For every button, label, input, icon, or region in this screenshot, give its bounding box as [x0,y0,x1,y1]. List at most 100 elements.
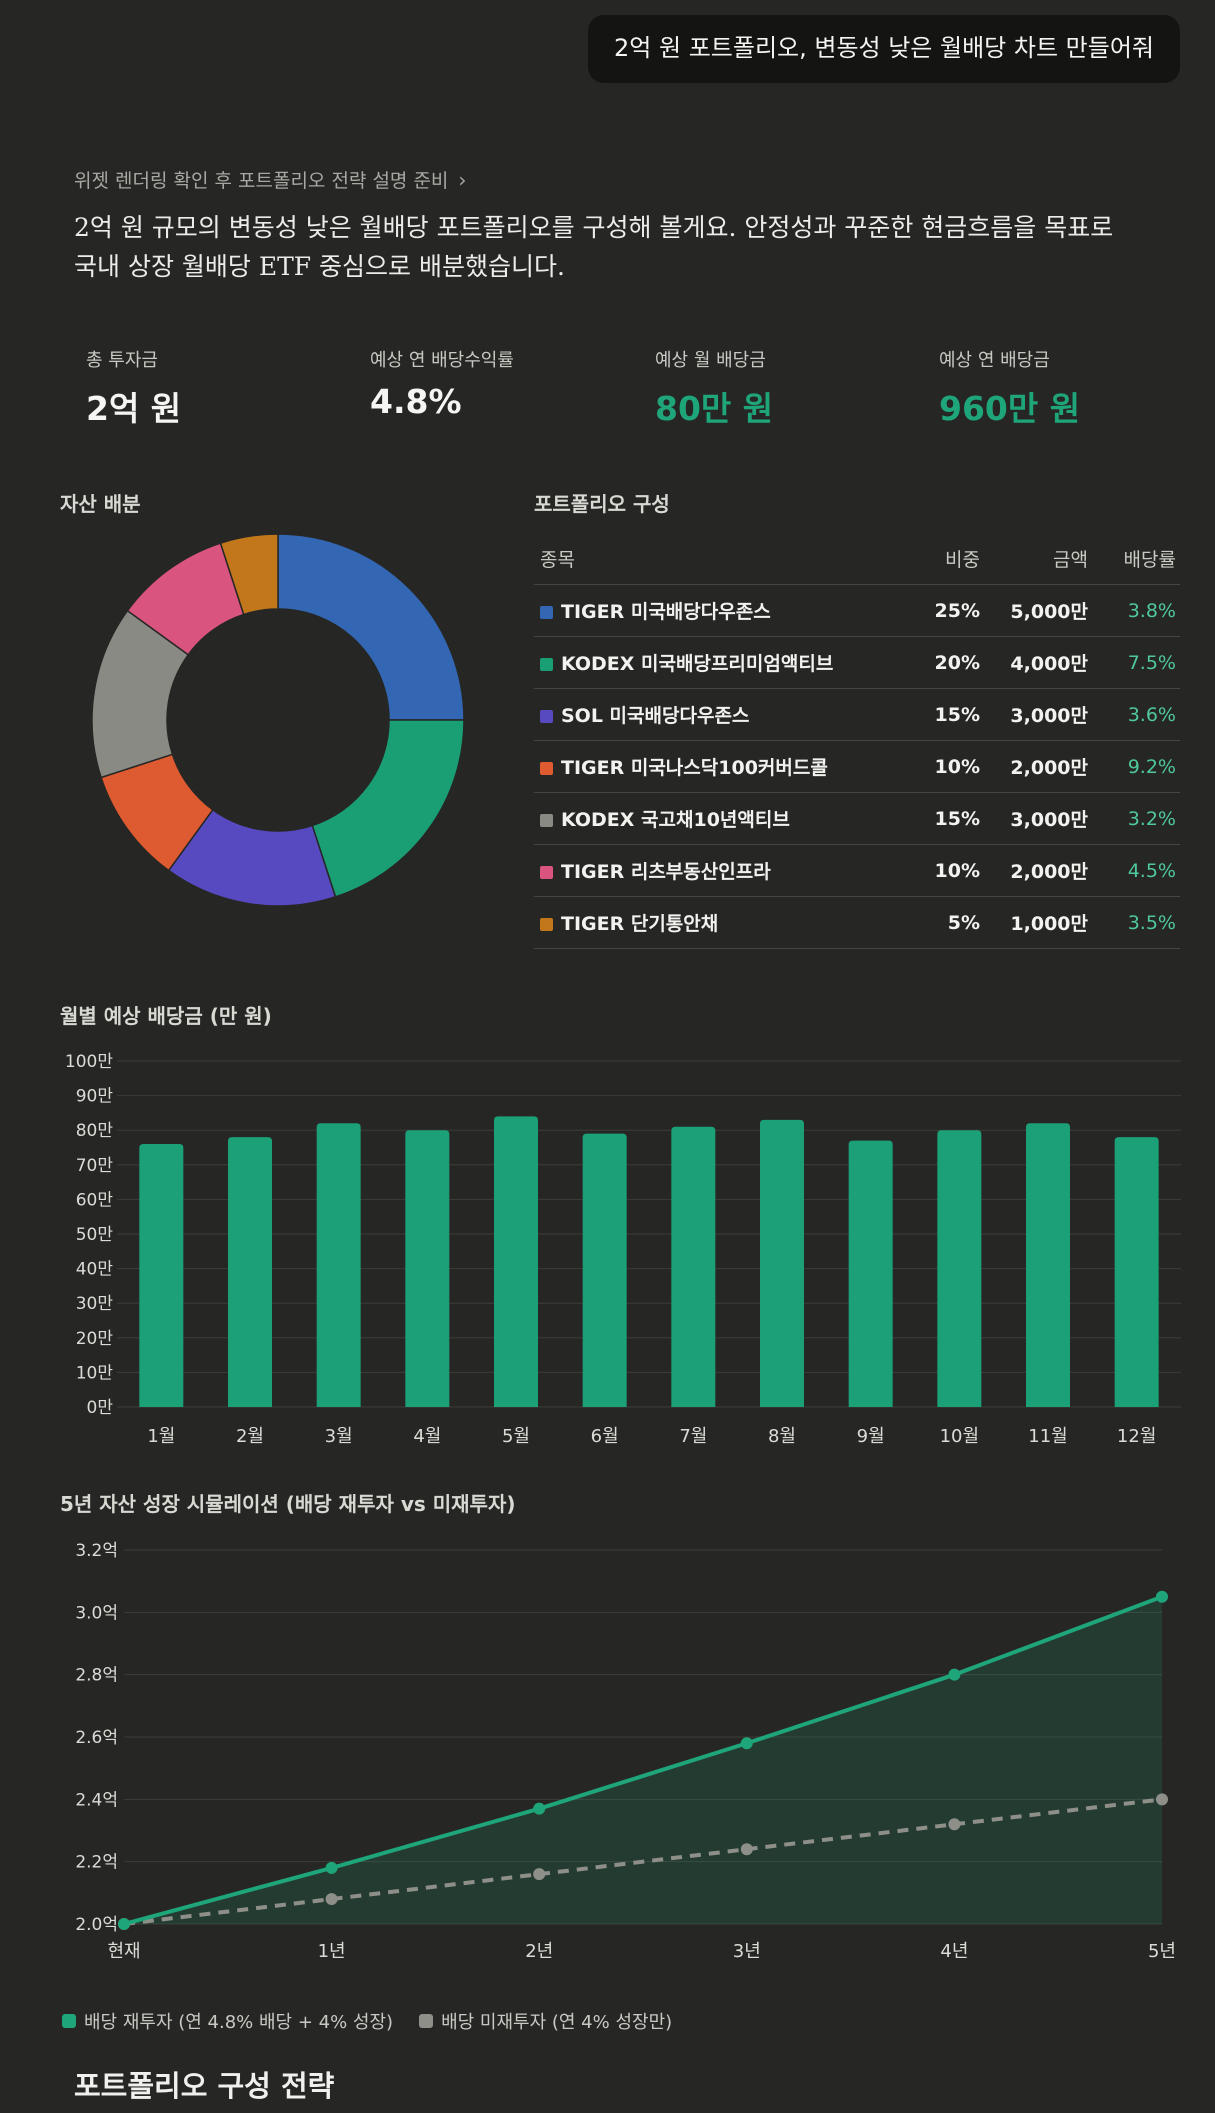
table-row: SOL 미국배당다우존스 15% 3,000만 3.6% [534,688,1180,741]
series-point [948,1668,961,1681]
user-message-text: 2억 원 포트폴리오, 변동성 낮은 월배당 차트 만들어줘 [614,34,1154,62]
bar [1114,1137,1159,1407]
holding-name-cell: TIGER 단기통안채 [534,896,906,949]
monthly-dividend-bar-chart: 0만 10만 20만 30만 40만 50만 60만 70만 80만 90만 100만 1월 2월 3월 4… [65,1052,1181,1447]
holding-name-cell: KODEX 국고채10년액티브 [534,792,906,845]
header-name: 종목 [534,532,906,585]
table-row: KODEX 국고채10년액티브 15% 3,000만 3.2% [534,792,1180,845]
x-tick-label: 9월 [857,1426,885,1447]
kpi-label: 예상 월 배당금 [655,350,766,371]
y-tick-label: 2.0억 [75,1915,118,1935]
holding-name: KODEX 국고채10년액티브 [561,809,790,831]
y-tick-label: 60만 [76,1190,114,1210]
x-tick-label: 현재 [107,1941,140,1962]
y-tick-label: 70만 [76,1156,114,1176]
bar [139,1144,184,1407]
portfolio-title: 포트폴리오 구성 [534,492,670,516]
holding-yield: 7.5% [1092,636,1180,689]
holding-amount: 2,000만 [984,740,1092,793]
series-point [325,1861,338,1874]
holding-weight: 10% [906,844,984,897]
bar [848,1140,893,1407]
y-tick-label: 2.8억 [75,1666,118,1686]
holding-name: TIGER 미국나스닥100커버드콜 [561,757,828,779]
y-tick-label: 100만 [65,1052,113,1072]
y-tick-label: 40만 [76,1260,114,1280]
bar [582,1133,627,1407]
bar [1026,1123,1070,1407]
area-fill [124,1596,1162,1924]
kpi-row: 총 투자금 2억 원 예상 연 배당수익률 4.8% 예상 월 배당금 80만 … [86,346,1186,428]
y-tick-label: 2.4억 [75,1790,118,1810]
holding-weight: 25% [906,584,984,637]
series-point [533,1802,546,1815]
holding-name-cell: TIGER 미국배당다우존스 [534,584,906,637]
holding-color-swatch [540,918,553,931]
table-row: TIGER 단기통안채 5% 1,000만 3.5% [534,896,1180,949]
x-tick-label: 2월 [236,1426,264,1447]
holding-color-swatch [540,658,553,671]
y-tick-label: 2.6억 [75,1728,118,1748]
donut-slice [277,533,465,721]
holding-color-swatch [540,606,553,619]
holding-yield: 3.6% [1092,688,1180,741]
growth-chart-title: 5년 자산 성장 시뮬레이션 (배당 재투자 vs 미재투자) [60,1492,516,1516]
strategy-heading: 포트폴리오 구성 전략 [74,2069,335,2103]
x-tick-label: 1년 [318,1941,346,1962]
holding-name-cell: SOL 미국배당다우존스 [534,688,906,741]
kpi-monthly-dividend: 예상 월 배당금 80만 원 [655,346,773,430]
x-tick-label: 3년 [733,1941,761,1962]
series-point [118,1918,130,1930]
legend-item-no-reinvest: 배당 미재투자 (연 4% 성장만) [419,2008,672,2034]
growth-chart-legend: 배당 재투자 (연 4.8% 배당 + 4% 성장) 배당 미재투자 (연 4%… [62,2008,672,2034]
x-tick-label: 1월 [147,1426,175,1447]
table-row: TIGER 미국나스닥100커버드콜 10% 2,000만 9.2% [534,740,1180,793]
holding-yield: 3.5% [1092,896,1180,949]
header-yield: 배당률 [1092,532,1180,585]
holding-yield: 3.2% [1092,792,1180,845]
holding-color-swatch [540,710,553,723]
legend-swatch [419,2014,434,2028]
bar [494,1116,538,1407]
holding-amount: 3,000만 [984,688,1092,741]
x-tick-label: 7월 [679,1426,707,1447]
y-tick-label: 30만 [76,1294,114,1314]
legend-label: 배당 재투자 (연 4.8% 배당 + 4% 성장) [84,2012,394,2033]
x-tick-label: 10월 [940,1426,979,1447]
donut-slice [219,533,279,616]
y-tick-label: 10만 [76,1363,114,1383]
x-tick-label: 3월 [325,1426,353,1447]
header-weight: 비중 [906,532,984,585]
allocation-title: 자산 배분 [60,492,141,516]
series-point [325,1893,338,1906]
donut-slice [311,719,465,898]
x-tick-label: 12월 [1117,1426,1156,1447]
holding-weight: 5% [906,896,984,949]
table-row: TIGER 리츠부동산인프라 10% 2,000만 4.5% [534,844,1180,897]
holding-yield: 9.2% [1092,740,1180,793]
y-tick-label: 20만 [76,1329,114,1349]
kpi-value: 2억 원 [86,389,182,428]
series-line [123,1797,1163,1926]
holding-weight: 15% [906,792,984,845]
holding-amount: 2,000만 [984,844,1092,897]
bar [405,1130,450,1407]
table-row: TIGER 미국배당다우존스 25% 5,000만 3.8% [534,584,1180,637]
kpi-annual-yield: 예상 연 배당수익률 4.8% [370,346,514,421]
y-tick-label: 50만 [76,1225,114,1245]
series-point [1156,1793,1168,1806]
holding-name-cell: TIGER 리츠부동산인프라 [534,844,906,897]
bar [316,1123,361,1407]
series-point [1156,1590,1168,1603]
holding-amount: 1,000만 [984,896,1092,949]
table-row: KODEX 미국배당프리미엄액티브 20% 4,000만 7.5% [534,636,1180,689]
thinking-summary-toggle[interactable]: 위젯 렌더링 확인 후 포트폴리오 전략 설명 준비 › [74,166,466,193]
bar [228,1137,272,1407]
y-tick-label: 3.2억 [75,1541,118,1561]
y-tick-label: 2.2억 [75,1853,118,1873]
legend-label: 배당 미재투자 (연 4% 성장만) [441,2012,673,2033]
holding-color-swatch [540,814,553,827]
holding-color-swatch [540,866,553,879]
allocation-donut-chart [91,533,465,907]
